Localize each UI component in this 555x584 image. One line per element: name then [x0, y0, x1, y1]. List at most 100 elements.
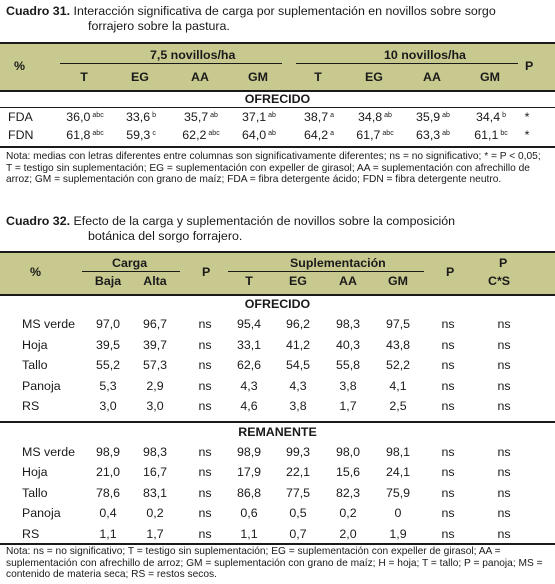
cuadro32-row-label: Panoja: [22, 506, 61, 520]
cuadro31-col-header: EG: [131, 70, 149, 84]
cuadro32-cell: ns: [441, 526, 455, 541]
cuadro32-cell: 97,0: [95, 317, 121, 331]
cuadro31-section-ofrecido: OFRECIDO: [244, 92, 311, 106]
cuadro32-cell: 78,6: [95, 485, 121, 500]
cuadro32-carga-col-header: Alta: [143, 274, 167, 288]
cuadro32-cell: 3,8: [339, 378, 357, 393]
cuadro32-cell: ns: [497, 465, 511, 479]
cuadro32-row-label: Tallo: [22, 485, 48, 500]
cuadro32-cell: 96,7: [142, 317, 168, 331]
cuadro31-group1-underline: [60, 63, 282, 64]
cuadro32-cell: 15,6: [335, 465, 361, 479]
cuadro32-cell: 0,2: [146, 506, 164, 520]
cuadro31-bottom-rule: [0, 146, 555, 148]
cuadro32-p3-header-bottom: C*S: [488, 274, 511, 288]
cuadro32-cell: ns: [198, 317, 212, 331]
cuadro32-cell: 3,8: [289, 399, 307, 413]
cuadro32-caption: Cuadro 32. Efecto de la carga y suplemen…: [6, 214, 456, 243]
cuadro32-cell: 24,1: [385, 465, 411, 479]
cuadro32-row-label: MS verde: [22, 444, 76, 459]
cuadro32-cell: ns: [441, 358, 455, 372]
cuadro32-cell: 1,9: [389, 526, 407, 541]
cuadro31-cell: 63,3 ab: [416, 128, 450, 142]
cuadro31-table: % 7,5 novillos/ha 10 novillos/ha P T EG AA…: [0, 42, 555, 148]
cuadro32-cell: 52,2: [385, 358, 411, 372]
cuadro31-p-value: *: [524, 110, 530, 124]
cuadro32-cell: 62,6: [236, 358, 262, 372]
cuadro32-cell: 5,3: [99, 378, 117, 393]
cuadro32-cell: 22,1: [285, 465, 311, 479]
cuadro32-cell: ns: [441, 465, 455, 479]
cuadro32-p3-header-top: P: [499, 256, 508, 270]
cuadro32-cell: 17,9: [236, 465, 262, 479]
cuadro32-title-line1: Efecto de la carga y suplementación de n…: [73, 214, 456, 228]
cuadro32-cell: 3,0: [146, 399, 164, 413]
cuadro32-cell: 2,9: [146, 378, 164, 393]
cuadro32-cell: 0,4: [99, 506, 117, 520]
cuadro32-cell: 96,2: [285, 317, 311, 331]
cuadro31-title-line1: Interacción significativa de carga por s…: [73, 4, 496, 18]
cuadro31-cell: 61,8 abc: [66, 128, 104, 142]
cuadro32-cell: ns: [497, 444, 511, 459]
cuadro31-cell: 38,7 a: [303, 110, 335, 124]
cuadro32-title-line2: botánica del sorgo forrajero.: [88, 229, 243, 243]
cuadro32-cell: 4,6: [240, 399, 258, 413]
cuadro32-cell: 21,0: [95, 465, 121, 479]
cuadro31-row-label: FDN: [8, 128, 34, 142]
cuadro32-cell: 39,5: [95, 337, 121, 352]
cuadro32-header-bottom-rule: [0, 294, 555, 296]
cuadro32-cell: 4,3: [289, 378, 307, 393]
cuadro31-col-header: GM: [248, 70, 268, 84]
cuadro32-cell: 40,3: [335, 337, 361, 352]
cuadro32-cell: 33,1: [236, 337, 262, 352]
cuadro32-cell: ns: [198, 444, 212, 459]
cuadro31-cell: 61,7 abc: [356, 128, 394, 142]
cuadro32-cell: ns: [441, 378, 455, 393]
cuadro31-col-header: GM: [480, 70, 500, 84]
cuadro32-cell: ns: [497, 485, 511, 500]
cuadro32-cell: 82,3: [335, 485, 361, 500]
cuadro31-group2-header: 10 novillos/ha: [384, 48, 466, 62]
cuadro32-cell: ns: [198, 399, 212, 413]
cuadro31-header-band: [0, 42, 555, 90]
cuadro32-cell: 3,0: [99, 399, 117, 413]
cuadro32-cell: ns: [198, 378, 212, 393]
cuadro32-row-label: RS: [22, 526, 40, 541]
cuadro32-cell: ns: [441, 399, 455, 413]
cuadro32-cell: ns: [441, 444, 455, 459]
cuadro32-cell: 1,1: [99, 526, 117, 541]
cuadro32-cell: 2,5: [389, 399, 407, 413]
cuadro32-cell: ns: [441, 317, 455, 331]
cuadro32-section-separator: [0, 420, 555, 423]
cuadro31-cell: 64,0 ab: [242, 128, 276, 142]
cuadro31-cell: 36,0 abc: [66, 110, 104, 124]
cuadro31-col-header: EG: [365, 70, 383, 84]
cuadro32-cell: 97,5: [385, 317, 411, 331]
cuadro32-cell: 83,1: [142, 485, 168, 500]
cuadro31-cell: 61,1 bc: [474, 128, 508, 142]
cuadro32-cell: 0,2: [339, 506, 357, 520]
cuadro31-cell: 37,1 ab: [242, 110, 276, 124]
cuadro31-note: Nota: medias con letras diferentes entre…: [6, 151, 541, 186]
cuadro32-cell: ns: [198, 337, 212, 352]
cuadro32-cell: 0,6: [240, 506, 258, 520]
cuadro32-cell: ns: [198, 506, 212, 520]
cuadro32-header-band: [0, 251, 555, 294]
cuadro32-cell: 98,3: [335, 317, 361, 331]
cuadro31-top-rule: [0, 42, 555, 44]
cuadro32-carga-underline: [82, 271, 180, 272]
cuadro32-cell: ns: [198, 465, 212, 479]
cuadro32-cell: 55,2: [95, 358, 121, 372]
cuadro32-carga-header: Carga: [112, 256, 148, 270]
cuadro31-cell: 33,6 b: [125, 110, 157, 124]
cuadro32-cell: 41,2: [285, 337, 311, 352]
cuadro32-cell: 54,5: [285, 358, 311, 372]
cuadro32-cell: ns: [497, 337, 511, 352]
cuadro32-cell: ns: [497, 378, 511, 393]
cuadro32-table: % Carga P Suplementación P P C*S Baja Alt…: [0, 251, 555, 545]
cuadro32-cell: 99,3: [285, 444, 311, 459]
cuadro32-cell: ns: [441, 337, 455, 352]
cuadro32-row-label: Hoja: [22, 465, 48, 479]
cuadro31-section-rule: [0, 107, 555, 108]
cuadro32-cell: 43,8: [385, 337, 411, 352]
